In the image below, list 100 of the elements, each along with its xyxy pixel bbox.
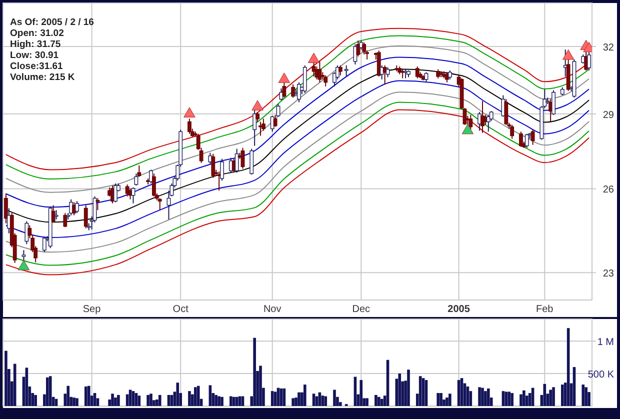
candlestick xyxy=(530,129,535,146)
x-tick-label: Dec xyxy=(352,304,370,315)
candlestick xyxy=(211,153,216,178)
candlestick xyxy=(273,114,278,128)
point xyxy=(18,260,30,270)
candlestick xyxy=(240,147,245,170)
bar xyxy=(484,391,487,406)
candlestick xyxy=(152,173,156,197)
bar xyxy=(552,387,555,406)
annotation: Close:31.61 xyxy=(10,61,64,72)
bar xyxy=(508,392,511,406)
candlestick xyxy=(468,114,473,130)
candlestick xyxy=(344,64,348,77)
bar xyxy=(561,384,564,406)
bar xyxy=(66,386,70,406)
candlestick xyxy=(188,118,192,134)
candlestick xyxy=(84,204,88,229)
bar xyxy=(158,394,162,406)
bar xyxy=(448,394,452,406)
candlestick xyxy=(24,220,29,245)
candlestick xyxy=(114,182,118,203)
x-tick-label: Oct xyxy=(172,304,189,315)
y-tick-label: 26 xyxy=(602,184,614,196)
bar xyxy=(584,387,588,406)
candlestick xyxy=(42,236,46,253)
bar xyxy=(446,398,448,406)
bar xyxy=(298,392,300,406)
bar xyxy=(522,390,526,406)
bar xyxy=(478,387,481,406)
candlestick xyxy=(252,108,257,146)
bar xyxy=(72,398,76,406)
bar xyxy=(253,338,256,406)
candlestick xyxy=(318,60,322,83)
bar xyxy=(114,398,117,406)
point xyxy=(562,49,574,60)
bar xyxy=(398,374,402,406)
bar xyxy=(304,384,306,406)
candlestick xyxy=(282,82,286,98)
annotation: Volume: 215 K xyxy=(10,72,75,83)
bar xyxy=(549,390,552,406)
candlestick xyxy=(250,148,254,176)
candlestick xyxy=(75,200,79,214)
candlestick xyxy=(552,90,556,116)
bar xyxy=(208,385,212,406)
bar xyxy=(543,384,546,406)
x-tick-label: Nov xyxy=(263,304,282,315)
point xyxy=(184,107,196,118)
candlestick xyxy=(22,250,26,262)
bar xyxy=(274,392,277,406)
line-series xyxy=(5,68,590,223)
y-tick-label: 29 xyxy=(602,110,614,121)
bar xyxy=(34,394,37,406)
candlestick xyxy=(137,164,142,178)
bar xyxy=(374,394,378,406)
bar xyxy=(582,384,585,406)
bar xyxy=(150,394,152,406)
candlestick xyxy=(28,224,32,239)
candlestick xyxy=(131,186,136,204)
bar xyxy=(214,394,218,406)
candlestick xyxy=(519,131,523,148)
bar xyxy=(259,366,262,406)
candlestick xyxy=(415,66,420,79)
candlestick xyxy=(504,98,508,126)
bar xyxy=(377,396,380,406)
candlestick xyxy=(63,212,68,228)
candlestick xyxy=(338,64,342,76)
candlestick xyxy=(356,40,360,57)
bar xyxy=(46,377,49,406)
bar xyxy=(4,350,8,406)
bar xyxy=(232,396,236,406)
x-tick-label: Sep xyxy=(82,304,102,315)
bar xyxy=(111,394,114,406)
candlestick xyxy=(524,133,529,148)
candlestick xyxy=(234,148,239,174)
candlestick xyxy=(51,204,56,223)
bar xyxy=(194,387,197,406)
y-tick-label: 1 M xyxy=(597,337,614,348)
candlestick xyxy=(445,72,449,83)
bar xyxy=(132,391,135,406)
point xyxy=(308,52,320,63)
bar xyxy=(504,392,508,406)
x-tick-label: Feb xyxy=(536,304,554,315)
annotation: High: 31.75 xyxy=(10,39,62,50)
bar xyxy=(418,376,422,406)
bar xyxy=(440,393,442,406)
bar xyxy=(312,394,316,406)
bar xyxy=(146,394,150,406)
bar xyxy=(321,396,324,406)
candlestick xyxy=(134,173,138,186)
candlestick xyxy=(376,50,381,77)
bar xyxy=(360,380,363,406)
candlestick xyxy=(256,112,260,122)
bar xyxy=(220,396,224,406)
candlestick xyxy=(386,66,390,78)
candlestick xyxy=(424,72,428,82)
bar xyxy=(502,391,505,406)
point xyxy=(462,124,474,134)
bar xyxy=(481,388,484,406)
point xyxy=(252,100,264,110)
bar xyxy=(436,393,440,406)
